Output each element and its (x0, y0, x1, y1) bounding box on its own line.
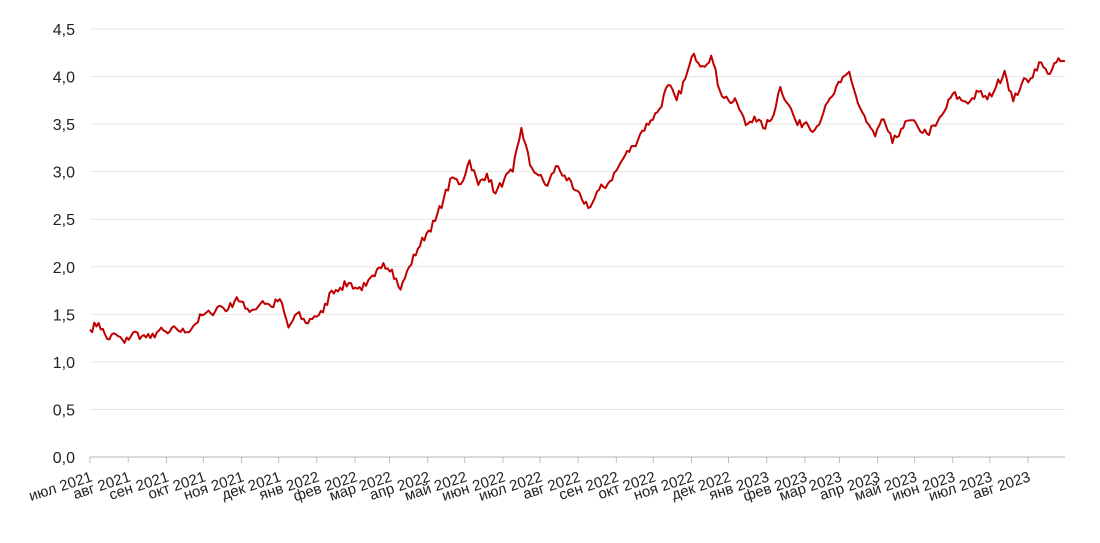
y-tick-label: 2,0 (53, 260, 75, 277)
y-tick-label: 4,0 (53, 70, 75, 87)
y-tick-label: 2,5 (53, 212, 75, 229)
y-tick-label: 1,0 (53, 355, 75, 372)
series-line (89, 52, 1066, 344)
y-tick-label: 3,0 (53, 165, 75, 182)
y-tick-label: 0,0 (53, 450, 75, 467)
y-tick-label: 0,5 (53, 402, 75, 419)
y-tick-label: 1,5 (53, 307, 75, 324)
gridlines (90, 28, 1065, 410)
x-axis (89, 456, 1065, 463)
y-tick-label: 4,5 (53, 22, 75, 39)
y-axis: 0,0 0,5 1,0 1,5 2,0 2,5 3,0 3,5 4,0 4,5 (53, 22, 75, 467)
y-tick-label: 3,5 (53, 117, 75, 134)
